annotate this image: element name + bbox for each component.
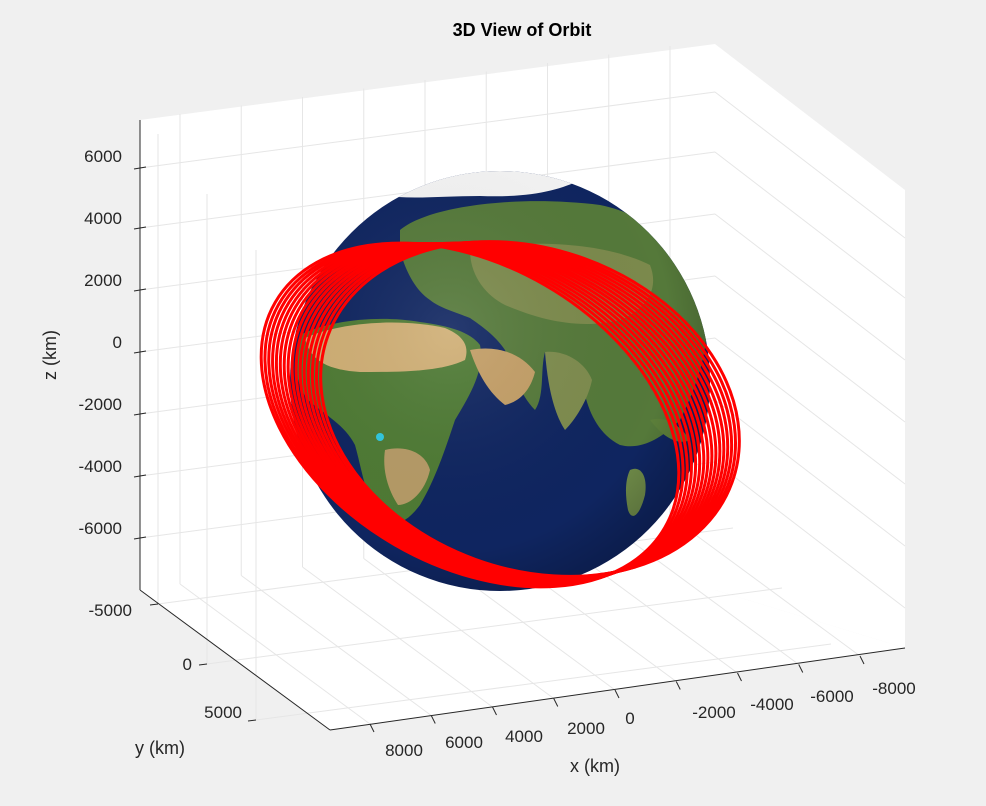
- z-grid-line: [714, 337, 906, 485]
- orbit-loop: [271, 242, 693, 586]
- orbit-loop: [274, 242, 698, 585]
- x-tick: [798, 664, 804, 673]
- y-tick: [198, 663, 208, 666]
- x-grid-line: [669, 515, 861, 657]
- z-tick: [133, 412, 147, 416]
- z-tick-label: -2000: [79, 395, 122, 414]
- x-axis-label: x (km): [570, 756, 620, 776]
- axis-lines: [139, 120, 906, 731]
- x-tick: [859, 655, 865, 665]
- z-grid-line: [714, 399, 906, 547]
- z-grid-line: [714, 151, 906, 299]
- z-tick: [133, 350, 147, 354]
- x-tick-label: 6000: [445, 733, 483, 752]
- orbit-loop: [263, 241, 685, 588]
- x-grid-line: [608, 524, 800, 665]
- z-axis-label: z (km): [40, 330, 60, 380]
- orbit-loop: [319, 240, 741, 578]
- orbit-loop: [259, 241, 681, 589]
- z-grid-line: [714, 91, 906, 239]
- x-tick: [492, 706, 497, 716]
- x-grid-line: [363, 558, 555, 699]
- tick-labels: 6000 4000 2000 0 -2000 -4000 -6000 -5000 0 5000 80…: [79, 147, 916, 760]
- z-grid-line: [714, 275, 906, 423]
- z-tick: [133, 166, 147, 170]
- x-tick: [614, 689, 620, 699]
- x-tick-label: -8000: [872, 679, 915, 698]
- x-tick-label: 0: [625, 709, 634, 728]
- x-tick-label: 8000: [385, 741, 423, 760]
- y-tick-label: 0: [183, 655, 192, 674]
- z-grid-line: [714, 213, 906, 361]
- y-axis-label: y (km): [135, 738, 185, 758]
- z-tick: [133, 474, 147, 478]
- x-grid-line: [302, 566, 493, 708]
- z-tick-label: 2000: [84, 271, 122, 290]
- z-tick-label: 4000: [84, 209, 122, 228]
- x-tick: [737, 672, 742, 682]
- z-tick-label: 6000: [84, 147, 122, 166]
- x-grid-line: [240, 575, 432, 716]
- y-grid-line: [255, 643, 832, 721]
- x-tick-label: 4000: [505, 727, 543, 746]
- z-tick: [133, 288, 147, 292]
- axis-labels-group: 3D View of Orbit x (km) y (km) z (km): [40, 20, 620, 776]
- x-tick-label: -4000: [750, 695, 793, 714]
- orbit-track: [259, 240, 741, 589]
- y-tick: [247, 719, 257, 722]
- x-tick-label: -6000: [810, 687, 853, 706]
- x-tick: [369, 723, 375, 733]
- y-tick: [149, 603, 159, 606]
- x-tick-label: -2000: [692, 703, 735, 722]
- z-tick: [133, 536, 147, 540]
- z-grid-line: [139, 91, 716, 169]
- z-tick-label: -6000: [79, 519, 122, 538]
- tick-marks: [133, 166, 865, 733]
- z-tick-label: 0: [113, 333, 122, 352]
- y-tick-label: 5000: [204, 703, 242, 722]
- chart-title: 3D View of Orbit: [453, 20, 592, 40]
- x-tick: [675, 681, 681, 690]
- z-tick-label: -4000: [79, 457, 122, 476]
- orbit-loop: [267, 241, 689, 587]
- x-tick: [430, 715, 436, 724]
- y-grid-line: [206, 587, 783, 665]
- z-grid-line: [714, 461, 906, 609]
- y-tick-label: -5000: [89, 601, 132, 620]
- right-wall: [715, 44, 905, 648]
- x-grid-line: [179, 583, 371, 725]
- x-tick-label: 2000: [567, 719, 605, 738]
- x-tick: [553, 698, 559, 707]
- z-tick: [133, 226, 147, 230]
